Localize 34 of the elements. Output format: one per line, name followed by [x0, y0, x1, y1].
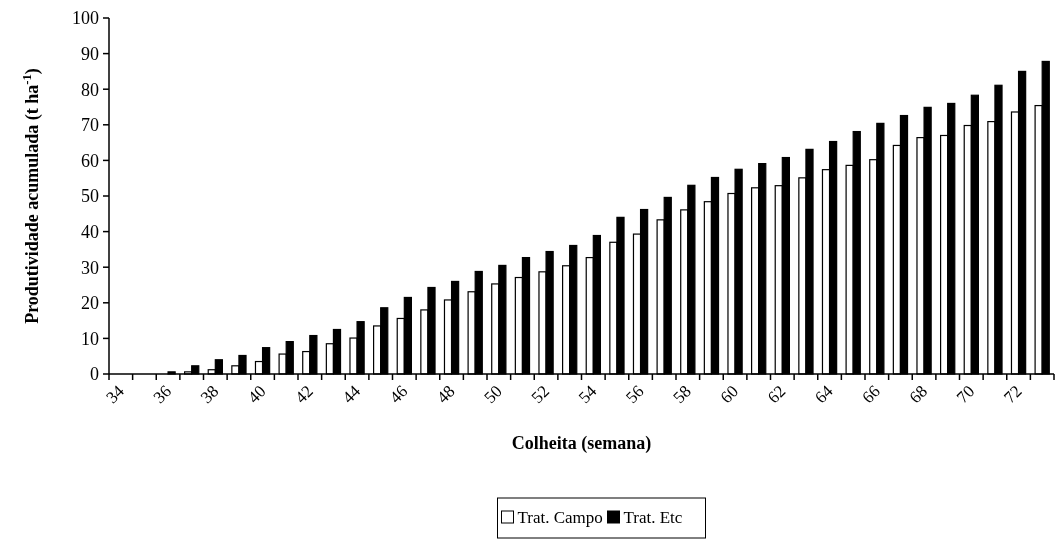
x-tick-label: 36 [149, 381, 176, 408]
y-tick-label: 100 [72, 8, 99, 29]
y-tick-label: 50 [81, 186, 99, 207]
x-tick-label: 56 [622, 381, 648, 408]
x-tick-label: 48 [433, 381, 459, 408]
y-tick-label: 40 [81, 221, 99, 242]
x-tick-label: 72 [1000, 381, 1026, 408]
y-tick-label: 20 [81, 293, 99, 314]
x-tick-label: 64 [811, 381, 837, 408]
x-tick-label: 62 [763, 381, 790, 408]
x-tick-label: 38 [196, 381, 223, 408]
x-tick-label: 58 [669, 381, 695, 408]
x-tick-label: 66 [858, 381, 884, 408]
x-tick-label: 42 [291, 381, 317, 408]
x-tick-label: 40 [244, 381, 270, 408]
legend-label: Trat. Etc [623, 507, 683, 527]
x-tick-label: 34 [102, 381, 129, 408]
x-tick-label: 68 [905, 381, 932, 408]
y-tick-label: 10 [81, 328, 99, 349]
x-axis-title: Colheita (semana) [511, 433, 652, 454]
y-tick-label: 60 [81, 150, 99, 171]
x-tick-label: 46 [385, 381, 412, 408]
y-tick-label: 0 [90, 364, 99, 385]
x-tick-label: 50 [480, 381, 506, 408]
x-tick-label: 52 [527, 381, 554, 408]
y-tick-label: 30 [81, 257, 99, 278]
y-tick-label: 90 [81, 43, 99, 64]
legend-label: Trat. Campo [517, 507, 603, 527]
y-tick-label: 70 [81, 115, 99, 136]
x-tick-label: 54 [574, 381, 601, 408]
x-tick-label: 70 [952, 381, 979, 408]
y-tick-label: 80 [81, 79, 99, 100]
x-tick-label: 60 [716, 381, 743, 408]
x-tick-label: 44 [338, 381, 365, 408]
